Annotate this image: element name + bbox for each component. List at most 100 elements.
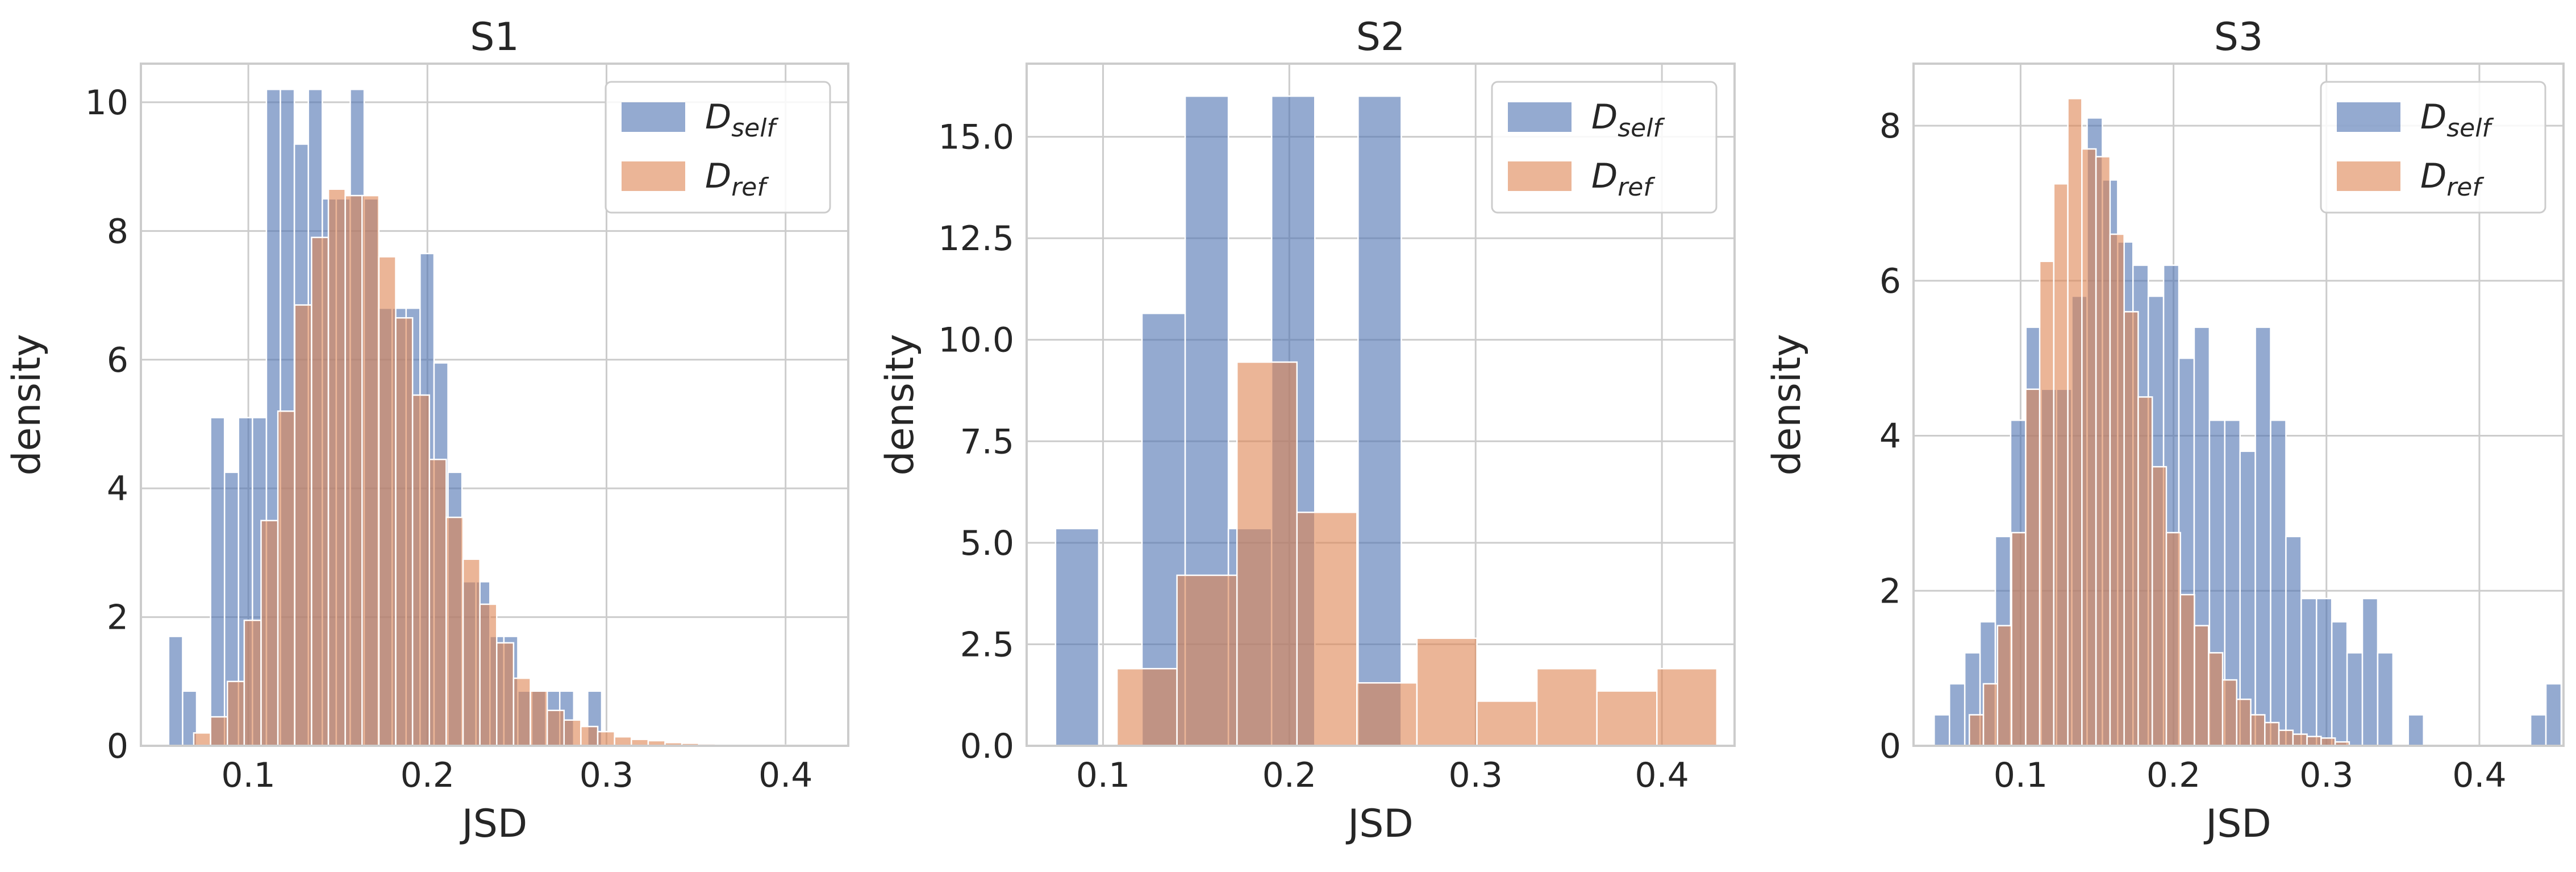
- histogram-bar: [182, 690, 198, 747]
- histogram-bar: [311, 236, 330, 747]
- histogram-bar: [614, 736, 632, 747]
- histogram-bar: [563, 719, 582, 747]
- legend-label-subscript: self: [1618, 114, 1665, 143]
- histogram-bar: [411, 394, 431, 747]
- histogram-bar: [2278, 729, 2294, 747]
- histogram-bar: [479, 603, 498, 747]
- y-tick-label: 5.0: [960, 524, 1014, 563]
- legend-swatch-ref: [1508, 161, 1572, 191]
- x-tick-label: 0.4: [1635, 755, 1689, 795]
- histogram-bar: [1236, 361, 1298, 747]
- histogram-bar: [1933, 714, 1950, 747]
- histogram-bar: [2151, 466, 2167, 747]
- y-tick-label: 12.5: [938, 219, 1014, 259]
- histogram-bar: [2053, 183, 2069, 747]
- histogram-bar: [2316, 597, 2333, 747]
- histogram-bar: [193, 732, 211, 747]
- histogram-bar: [1968, 714, 1985, 747]
- histogram-bar: [2109, 233, 2125, 747]
- histogram-bar: [2123, 311, 2139, 747]
- legend-label-subscript: ref: [731, 173, 769, 202]
- legend: Dself Dref: [2320, 81, 2546, 214]
- y-tick-label: 8: [107, 211, 128, 251]
- legend-label-base: D: [2420, 156, 2446, 196]
- x-tick-label: 0.4: [758, 755, 812, 795]
- histogram-bar: [226, 680, 245, 747]
- series-ref: [193, 188, 835, 747]
- histogram-bar: [462, 558, 481, 747]
- histogram-bar: [2081, 148, 2097, 747]
- plot-frame: [1912, 63, 2565, 747]
- histogram-bar: [2264, 721, 2280, 747]
- histogram-bar: [1416, 637, 1478, 747]
- histogram-bar: [2361, 597, 2379, 747]
- x-tick-label: 0.4: [2452, 755, 2506, 795]
- histogram-bar: [1996, 625, 2012, 747]
- histogram-bar: [344, 194, 363, 747]
- legend-swatch-self: [622, 102, 685, 132]
- x-tick-label: 0.1: [1076, 755, 1130, 795]
- histogram-bar: [294, 304, 312, 747]
- series-ref: [1968, 98, 2350, 747]
- plot-frame: [1026, 63, 1736, 747]
- y-axis-label: density: [5, 334, 49, 475]
- panel-2: 0.1 0.2 0.3 0.4 0.0 2.5 5.0 7.5 10.0 12.5 15.0 S2 JS…: [878, 15, 1736, 846]
- histogram-bar: [327, 188, 346, 747]
- histogram-bar: [2300, 597, 2317, 747]
- histogram-bar: [378, 256, 397, 747]
- histogram-bar: [445, 516, 464, 747]
- y-tick-label: 15.0: [938, 118, 1014, 157]
- histogram-bar: [1356, 682, 1418, 747]
- histogram-bar: [2137, 396, 2153, 747]
- legend-label-ref: Dref: [2420, 156, 2485, 202]
- histogram-bar: [2270, 420, 2287, 747]
- histogram-bar: [1296, 512, 1358, 747]
- histogram-bar: [2285, 535, 2302, 747]
- x-axis-label: JSD: [460, 802, 528, 846]
- legend-label-self: Dself: [1591, 97, 1665, 143]
- legend-swatch-ref: [622, 161, 685, 191]
- histogram-bar: [2207, 652, 2224, 747]
- histogram-bar: [1596, 690, 1658, 747]
- histogram-bar: [1054, 528, 1100, 747]
- histogram-bar: [512, 677, 531, 747]
- x-tick-label: 0.1: [221, 755, 275, 795]
- histogram-bar: [2331, 621, 2348, 747]
- x-tick-label: 0.2: [1262, 755, 1316, 795]
- histogram-bar: [361, 194, 380, 747]
- legend-label-ref: Dref: [1591, 156, 1656, 202]
- histogram-bar: [2236, 698, 2252, 747]
- legend-swatch-ref: [2337, 161, 2400, 191]
- histogram-bar: [2529, 714, 2547, 747]
- y-tick-label: 10.0: [938, 321, 1014, 360]
- legend-label-subscript: ref: [1618, 173, 1656, 202]
- legend-swatch-self: [1508, 102, 1572, 132]
- x-axis-label: JSD: [1345, 802, 1414, 846]
- y-tick-label: 0.0: [960, 726, 1014, 766]
- legend-label-base: D: [1591, 97, 1618, 137]
- histogram-bar: [277, 410, 295, 747]
- histogram-bar: [2377, 652, 2394, 747]
- histogram-bar: [1656, 668, 1718, 747]
- histogram-bar: [1982, 683, 1999, 747]
- legend-label-subscript: self: [2446, 114, 2494, 143]
- histogram-bar: [1949, 683, 1966, 747]
- histogram-bar: [243, 619, 262, 747]
- x-tick-label: 0.3: [1449, 755, 1503, 795]
- histogram-bar: [395, 317, 414, 747]
- x-tick-label: 0.2: [401, 755, 455, 795]
- histogram-bar: [2346, 652, 2364, 747]
- histogram-bar: [210, 716, 228, 747]
- y-tick-label: 0: [107, 726, 128, 766]
- histogram-bar: [1357, 95, 1402, 747]
- y-axis-label: density: [878, 334, 923, 475]
- histogram-bar: [597, 730, 615, 747]
- histogram-bar: [2221, 679, 2238, 747]
- y-tick-label: 2: [107, 598, 128, 638]
- legend-swatch-self: [2337, 102, 2400, 132]
- x-tick-label: 0.1: [1994, 755, 2048, 795]
- histogram-bar: [496, 642, 515, 747]
